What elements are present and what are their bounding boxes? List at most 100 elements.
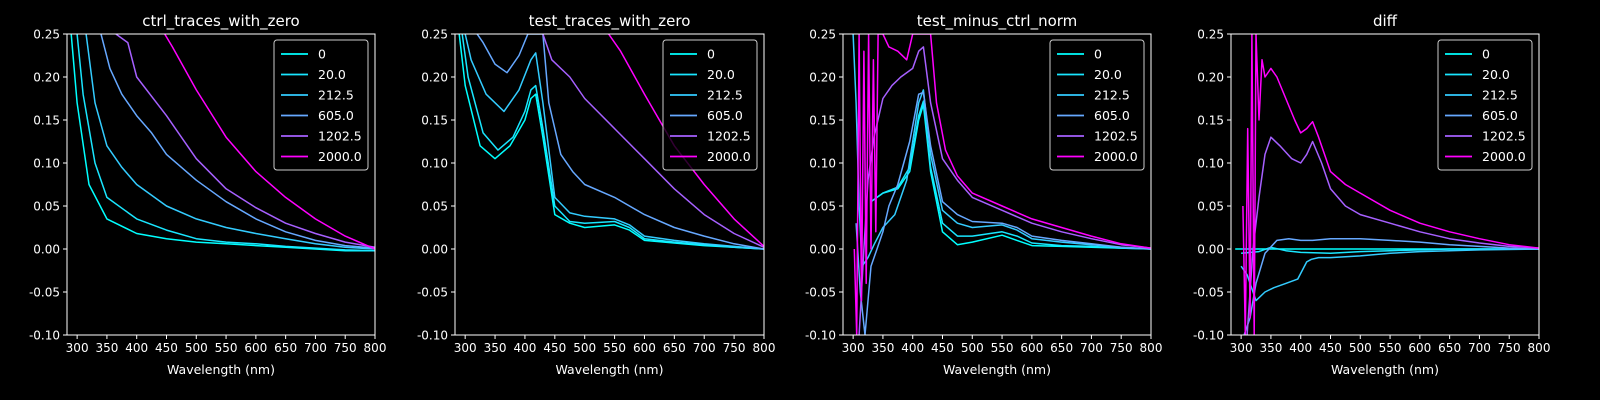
x-tick-label: 350 <box>484 341 507 355</box>
chart-title: test_minus_ctrl_norm <box>917 12 1078 31</box>
legend-label: 1202.5 <box>318 129 362 144</box>
series-line-20.0 <box>76 34 375 252</box>
legend-label: 2000.0 <box>707 149 751 164</box>
chart-panel-2: test_traces_with_zero Wavelength (nm) 300 3… <box>417 12 776 377</box>
y-tick-label: 0.15 <box>33 114 60 128</box>
x-axis-label: Wavelength (nm) <box>943 362 1051 377</box>
y-tick-label: -0.05 <box>29 286 60 300</box>
x-tick-label: 800 <box>1528 341 1551 355</box>
legend-label: 0 <box>318 47 326 62</box>
y-tick-label: 0.25 <box>809 28 836 42</box>
series-line-1202.5 <box>115 34 375 249</box>
legend: 0 20.0 212.5 605.0 1202.5 2000.0 <box>1437 39 1533 171</box>
legend-label: 0 <box>1482 47 1490 62</box>
series-line-605.0 <box>855 91 1151 335</box>
series-line-1202.5 <box>542 34 764 248</box>
legend-label: 605.0 <box>1094 108 1130 123</box>
x-axis-label: Wavelength (nm) <box>556 362 664 377</box>
legend-label: 1202.5 <box>707 129 751 144</box>
legend-box <box>662 39 758 171</box>
x-tick-label: 400 <box>901 341 924 355</box>
x-tick-label: 550 <box>603 341 626 355</box>
x-tick-label: 700 <box>693 341 716 355</box>
x-tick-label: 700 <box>304 341 327 355</box>
x-axis-label: Wavelength (nm) <box>1331 362 1439 377</box>
legend-label: 2000.0 <box>318 149 362 164</box>
y-tick-label: 0.05 <box>809 200 836 214</box>
y-tick-label: -0.05 <box>805 286 836 300</box>
axes-frame <box>1230 33 1540 336</box>
chart-title: ctrl_traces_with_zero <box>142 12 299 31</box>
y-tick-label: 0.00 <box>809 243 836 257</box>
series-line-605.0 <box>476 34 764 250</box>
y-tick-label: 0.00 <box>33 243 60 257</box>
series-line-20.0 <box>461 34 764 250</box>
series-line-1202.5 <box>858 46 1151 335</box>
axes-frame <box>66 33 376 336</box>
y-tick-label: 0.15 <box>809 114 836 128</box>
series-line-605.0 <box>100 34 375 249</box>
x-tick-label: 650 <box>274 341 297 355</box>
legend-label: 605.0 <box>707 108 743 123</box>
series-group <box>70 34 375 252</box>
series-line-605.0 <box>1243 237 1539 335</box>
x-tick-label: 300 <box>842 341 865 355</box>
y-tick-label: 0.05 <box>1197 200 1224 214</box>
x-tick-label: 700 <box>1080 341 1103 355</box>
x-tick-label: 450 <box>1319 341 1342 355</box>
y-tick-label: -0.10 <box>29 329 60 343</box>
legend-label: 1202.5 <box>1094 129 1138 144</box>
x-tick-label: 450 <box>543 341 566 355</box>
x-tick-label: 550 <box>215 341 238 355</box>
x-tick-label: 800 <box>1140 341 1163 355</box>
legend-label: 20.0 <box>1482 67 1510 82</box>
legend-label: 20.0 <box>318 67 346 82</box>
series-line-20.0 <box>870 100 1151 250</box>
legend-box <box>1437 39 1533 171</box>
legend-label: 605.0 <box>318 108 354 123</box>
x-tick-label: 600 <box>1408 341 1431 355</box>
y-tick-label: 0.00 <box>421 243 448 257</box>
series-line-212.5 <box>1240 248 1539 302</box>
legend-label: 2000.0 <box>1482 149 1526 164</box>
x-tick-label: 350 <box>95 341 118 355</box>
x-tick-label: 400 <box>125 341 148 355</box>
x-tick-label: 750 <box>1498 341 1521 355</box>
y-tick-label: -0.05 <box>417 286 448 300</box>
x-tick-label: 750 <box>334 341 357 355</box>
series-line-1202.5 <box>1246 136 1539 335</box>
legend: 0 20.0 212.5 605.0 1202.5 2000.0 <box>1049 39 1145 171</box>
x-tick-label: 500 <box>1349 341 1372 355</box>
y-tick-label: 0.25 <box>1197 28 1224 42</box>
y-tick-label: -0.05 <box>1193 286 1224 300</box>
x-tick-label: 400 <box>513 341 536 355</box>
legend-label: 2000.0 <box>1094 149 1138 164</box>
legend-label: 605.0 <box>1482 108 1518 123</box>
legend-label: 212.5 <box>318 88 354 103</box>
x-tick-label: 650 <box>1438 341 1461 355</box>
y-tick-label: -0.10 <box>1193 329 1224 343</box>
y-tick-label: 0.00 <box>1197 243 1224 257</box>
series-line-212.5 <box>464 34 764 250</box>
x-tick-label: 650 <box>663 341 686 355</box>
y-tick-label: 0.10 <box>421 157 448 171</box>
x-tick-label: 650 <box>1050 341 1073 355</box>
legend: 0 20.0 212.5 605.0 1202.5 2000.0 <box>662 39 758 171</box>
x-tick-label: 600 <box>633 341 656 355</box>
x-tick-label: 550 <box>991 341 1014 355</box>
x-tick-label: 550 <box>1379 341 1402 355</box>
legend-label: 0 <box>1094 47 1102 62</box>
chart-title: diff <box>1373 12 1398 30</box>
legend: 0 20.0 212.5 605.0 1202.5 2000.0 <box>273 39 369 171</box>
x-tick-label: 350 <box>871 341 894 355</box>
series-line-2000.0 <box>853 34 1151 335</box>
legend-label: 0 <box>707 47 715 62</box>
x-tick-label: 300 <box>454 341 477 355</box>
y-tick-label: 0.20 <box>421 71 448 85</box>
legend-label: 212.5 <box>1094 88 1130 103</box>
chart-panel-4: diff Wavelength (nm) 300 350 400 450 500 550 600… <box>1193 12 1551 377</box>
series-line-2000.0 <box>1242 34 1539 335</box>
x-tick-label: 450 <box>931 341 954 355</box>
x-tick-label: 500 <box>961 341 984 355</box>
